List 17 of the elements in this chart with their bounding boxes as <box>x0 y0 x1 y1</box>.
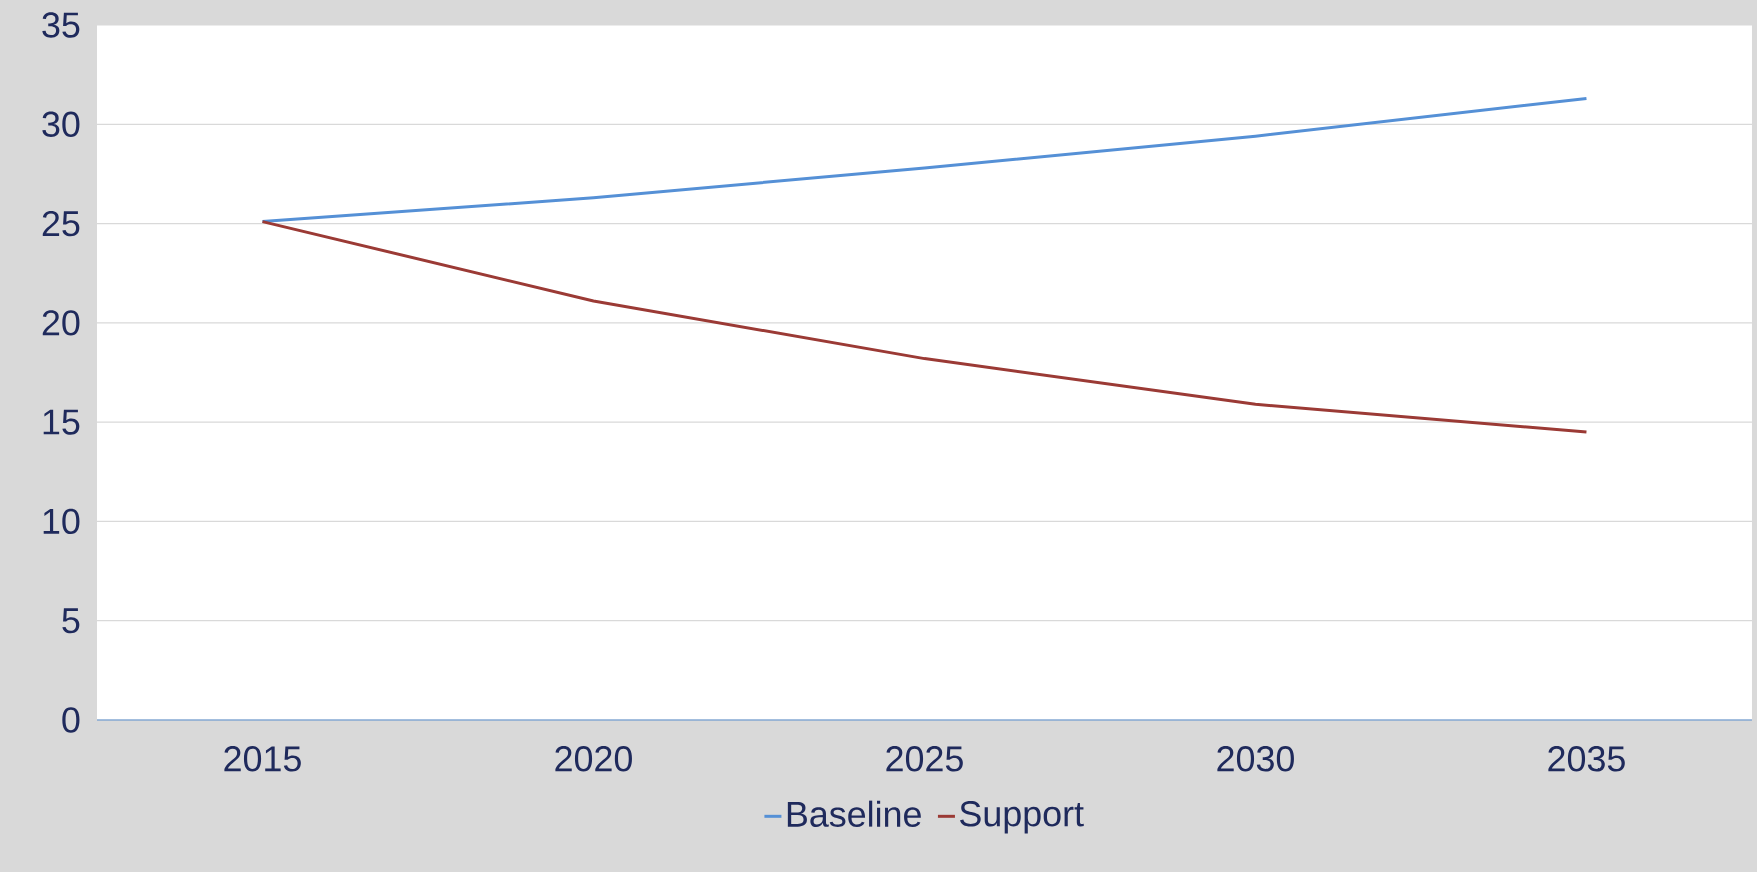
y-tick-label: 20 <box>42 310 80 336</box>
x-tick-label: 2025 <box>886 746 963 772</box>
legend-label: Support <box>960 801 1084 834</box>
y-tick-label: 30 <box>42 111 80 137</box>
y-tick-label: 15 <box>43 409 80 435</box>
y-tick-label: 5 <box>62 608 80 634</box>
legend-label: Baseline <box>787 800 921 827</box>
x-tick-label: 2020 <box>555 746 632 772</box>
x-tick-label: 2015 <box>224 746 301 772</box>
y-tick-label: 10 <box>43 508 80 535</box>
y-tick-label: 0 <box>62 707 80 733</box>
line-series <box>261 220 1588 434</box>
y-tick-label: 25 <box>42 210 80 237</box>
x-tick-label: 2035 <box>1548 746 1625 772</box>
x-tick-label: 2030 <box>1217 746 1294 772</box>
line-series <box>261 96 1588 224</box>
y-tick-label: 35 <box>42 12 80 38</box>
